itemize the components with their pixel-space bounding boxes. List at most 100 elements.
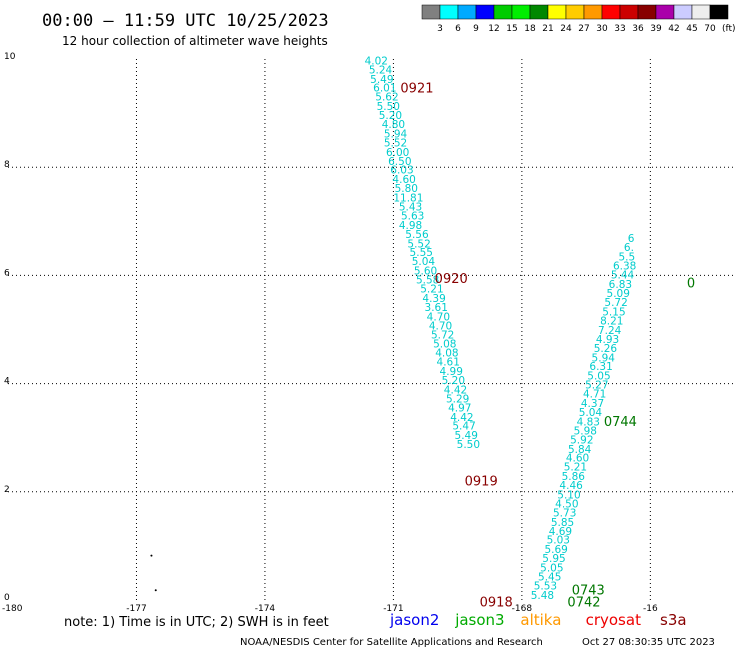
color-scale-label: 45	[686, 24, 697, 34]
chart-title: 00:00 – 11:59 UTC 10/25/2023	[42, 11, 329, 31]
wave-height-value: 4.93	[596, 334, 619, 346]
color-swatch	[511, 4, 531, 20]
color-scale-unit: (ft)	[722, 24, 736, 34]
wave-height-value: 4.60	[566, 453, 589, 465]
color-swatch	[439, 4, 459, 20]
wave-height-value: 4.99	[440, 366, 463, 378]
wave-height-value: 4.46	[559, 480, 583, 492]
color-scale-label: 3	[437, 24, 443, 34]
wave-height-value: 5.52	[384, 138, 407, 150]
pass-time-label: 0742	[567, 595, 600, 610]
chart-subtitle: 12 hour collection of altimeter wave hei…	[62, 34, 328, 48]
color-swatch	[529, 4, 549, 20]
color-swatch	[673, 4, 693, 20]
pass-time-label: 0744	[604, 415, 637, 430]
wave-height-value: 4.80	[382, 119, 405, 131]
wave-height-value: 5.50	[377, 101, 400, 113]
color-swatch	[457, 4, 477, 20]
x-tick-label: -174	[255, 604, 276, 614]
color-scale-label: 6	[455, 24, 461, 34]
color-scale-legend: 3 6 9 12 15 18 21 24 27 30 33 36 39 42 45 70 (ft)	[421, 4, 736, 34]
wave-height-value: 7.24	[598, 325, 622, 337]
wave-height-value: 5.05	[540, 562, 563, 574]
wave-height-value: 5.63	[401, 211, 424, 223]
wave-height-value: 6.01	[373, 82, 396, 94]
wave-height-value: 5.92	[570, 435, 593, 447]
wave-height-value: 5.84	[568, 444, 592, 456]
wave-height-value: 5.58	[416, 275, 439, 287]
color-scale-label: 9	[473, 24, 479, 34]
x-tick-label: -177	[126, 604, 146, 614]
wave-height-value: 4.02	[365, 55, 388, 67]
wave-height-value: 4.39	[422, 293, 445, 305]
wave-height-value: 6.50	[388, 156, 411, 168]
wave-height-value: 5.45	[538, 572, 561, 584]
color-swatch	[637, 4, 657, 20]
wave-height-value: 6.03	[390, 165, 413, 177]
wave-height-value: 5.60	[414, 265, 437, 277]
wave-height-value: 5.10	[557, 489, 580, 501]
pass-time-label: 0920	[435, 272, 468, 287]
wave-height-value: 5.72	[604, 297, 627, 309]
pass-time-label: 0918	[480, 595, 513, 610]
wave-height-value: 6	[628, 233, 635, 245]
color-swatch	[709, 4, 729, 20]
y-tick-label: 10	[4, 52, 16, 62]
satellite-name: cryosat	[586, 611, 641, 629]
wave-height-value: 5.55	[410, 247, 433, 259]
color-swatch	[493, 4, 513, 20]
color-scale-label: 21	[542, 24, 553, 34]
x-tick-label: -168	[512, 604, 533, 614]
wave-height-value: 5.24	[369, 65, 393, 77]
color-scale-label: 24	[560, 24, 572, 34]
color-scale-label: 42	[668, 24, 679, 34]
y-tick-label: 8	[4, 160, 10, 170]
wave-height-value: 5.56	[405, 229, 429, 241]
footer-credit: NOAA/NESDIS Center for Satellite Applica…	[240, 637, 543, 648]
wave-height-value: 5.98	[574, 425, 597, 437]
color-swatch	[547, 4, 567, 20]
wave-height-value: 5.29	[446, 394, 469, 406]
grid-lines	[8, 59, 736, 600]
color-scale-label: 70	[704, 24, 716, 34]
color-scale-label: 18	[524, 24, 536, 34]
pass-time-label: 0743	[572, 584, 605, 599]
wave-height-value: 3.61	[425, 302, 448, 314]
wave-height-value: 4.42	[450, 412, 473, 424]
wave-height-value: 5.08	[433, 338, 456, 350]
wave-height-value: 4.61	[437, 357, 460, 369]
y-tick-label: 6	[4, 268, 10, 278]
color-swatch	[601, 4, 621, 20]
wave-height-value: 6.38	[613, 260, 636, 272]
wave-height-value: 5.05	[587, 370, 610, 382]
wave-height-value: 6.00	[386, 147, 409, 159]
color-swatch	[691, 4, 711, 20]
satellite-legend: jason2 jason3 altika cryosat s3a	[389, 611, 687, 629]
footer-note: note: 1) Time is in UTC; 2) SWH is in fe…	[64, 615, 329, 630]
wave-height-value: 6.83	[609, 279, 632, 291]
color-scale-label: 27	[578, 24, 589, 34]
wave-height-value: 4.37	[581, 398, 604, 410]
wave-height-value: 5.86	[562, 471, 586, 483]
color-swatch	[619, 4, 639, 20]
wave-height-value: 4.08	[435, 348, 458, 360]
satellite-name: jason3	[454, 611, 504, 629]
position-marker	[150, 554, 153, 557]
wave-height-value: 4.50	[555, 498, 578, 510]
position-markers	[150, 554, 157, 592]
wave-height-value: 5.21	[420, 284, 443, 296]
wave-height-value: 5.49	[455, 430, 478, 442]
wave-height-value: 5.27	[585, 379, 608, 391]
axis-tick-labels: -180 -177 -174 -171 -168 -16 0 2 4 6 8 10	[2, 52, 658, 614]
wave-height-value: 5.04	[579, 407, 603, 419]
wave-height-value: 5.44	[611, 270, 635, 282]
wave-height-value: 5.43	[399, 201, 422, 213]
wave-height-value: 5.26	[594, 343, 618, 355]
y-tick-label: 0	[4, 593, 10, 603]
wave-height-value: 4.71	[583, 389, 606, 401]
wave-height-value: 8.21	[600, 316, 623, 328]
wave-height-value: 5.72	[431, 330, 454, 342]
